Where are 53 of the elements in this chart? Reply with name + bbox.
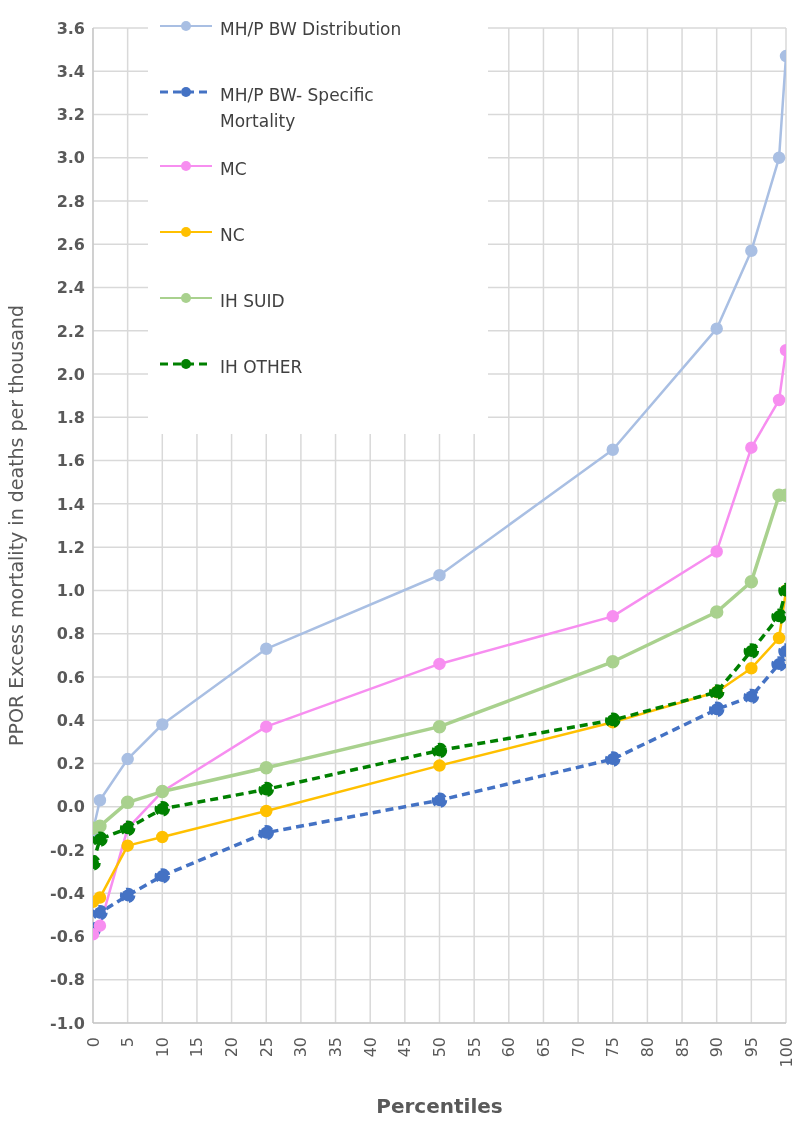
y-tick-label: -0.6 (50, 927, 85, 947)
legend-label: IH SUID (220, 290, 286, 313)
x-tick-label: 0 (83, 1037, 103, 1048)
x-tick-label: 65 (533, 1037, 553, 1058)
y-tick-label: 0.6 (56, 667, 85, 687)
x-axis-title: Percentiles (376, 1094, 503, 1118)
x-tick-label: 45 (395, 1037, 415, 1058)
y-tick-label: 3.6 (56, 18, 85, 38)
x-tick-label: 40 (360, 1037, 380, 1058)
x-tick-label: 5 (118, 1037, 138, 1048)
y-axis-title: PPOR Excess mortality in deaths per thousand (4, 305, 27, 746)
x-tick-label: 30 (291, 1037, 311, 1058)
x-tick-label: 95 (741, 1037, 761, 1058)
y-tick-label: 1.0 (56, 581, 85, 601)
y-tick-label: 0.2 (56, 754, 85, 774)
y-tick-label: -0.2 (50, 840, 85, 860)
y-tick-label: 2.6 (56, 234, 85, 254)
x-tick-label: 70 (568, 1037, 588, 1058)
y-tick-label: 2.8 (56, 191, 85, 211)
x-tick-label: 100 (776, 1037, 796, 1068)
x-tick-label: 20 (222, 1037, 242, 1058)
x-tick-label: 35 (326, 1037, 346, 1058)
y-tick-label: -0.8 (50, 970, 85, 990)
legend-label: MC (220, 158, 248, 181)
x-tick-label: 50 (430, 1037, 449, 1058)
y-tick-label: -1.0 (50, 1013, 85, 1033)
legend-label: MH/P BW- Specific Mortality (220, 84, 375, 133)
y-tick-label: 2.4 (56, 278, 85, 298)
y-tick-label: 1.2 (56, 537, 85, 557)
x-tick-label: 80 (637, 1037, 657, 1058)
legend-label: NC (220, 224, 246, 247)
y-tick-label: 1.6 (56, 451, 85, 471)
x-tick-label: 85 (672, 1037, 692, 1058)
y-tick-label: 0.8 (56, 624, 85, 644)
y-tick-label: 2.0 (56, 364, 85, 384)
x-tick-label: 25 (256, 1037, 276, 1058)
x-tick-label: 55 (464, 1037, 484, 1058)
x-tick-label: 60 (499, 1037, 519, 1058)
y-tick-label: 3.2 (56, 105, 85, 125)
y-tick-label: 1.4 (56, 494, 85, 514)
legend-label: MH/P BW Distribution (220, 18, 403, 41)
legend-label: IH OTHER (220, 356, 304, 379)
y-tick-label: -0.4 (50, 883, 85, 903)
x-tick-label: 75 (603, 1037, 623, 1058)
y-tick-label: 3.0 (56, 148, 85, 168)
y-tick-label: 1.8 (56, 408, 85, 428)
x-tick-label: 15 (187, 1037, 207, 1058)
y-tick-label: 2.2 (56, 321, 85, 341)
y-tick-label: 3.4 (56, 61, 85, 81)
x-tick-label: 90 (707, 1037, 727, 1058)
y-tick-label: 0.4 (56, 710, 85, 730)
y-tick-label: 0.0 (56, 797, 85, 817)
x-tick-label: 10 (152, 1037, 172, 1058)
